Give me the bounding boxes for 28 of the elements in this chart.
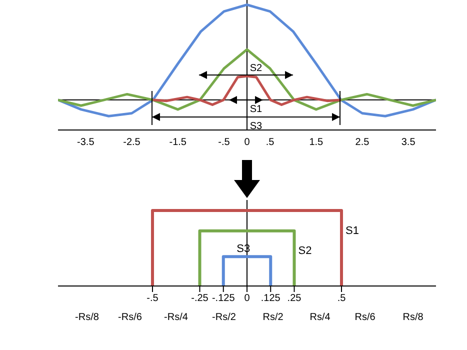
x-tick-label: -.5 — [218, 137, 230, 148]
text: Rs/6 — [354, 312, 376, 323]
annotation: S2 — [250, 63, 263, 74]
x-tick-label: 0 — [244, 293, 250, 304]
x-tick-label: .5 — [337, 293, 346, 304]
x-tick-label: .5 — [266, 137, 275, 148]
x-tick-label: .25 — [287, 293, 302, 304]
x-tick-label: -.125 — [212, 293, 236, 304]
x-tick-label: 3.5 — [401, 137, 416, 148]
text: Rs/2 — [262, 312, 284, 323]
text: Rs/4 — [308, 312, 332, 323]
text: -Rs/4 — [163, 312, 189, 323]
x-tick-label: 1.5 — [309, 137, 324, 148]
x-tick-label: 0 — [244, 137, 250, 148]
x-tick-label: -1.5 — [169, 137, 187, 148]
x-tick-label: -.25 — [191, 293, 209, 304]
text: Rs/8 — [402, 312, 424, 323]
x-tick-label: -3.5 — [77, 137, 95, 148]
text: -Rs/6 — [117, 312, 143, 323]
text: -Rs/2 — [211, 312, 237, 323]
series-label: S2 — [298, 244, 312, 257]
x-tick-label: .125 — [260, 293, 281, 304]
series-label: S1 — [346, 224, 359, 237]
x-tick-label: -2.5 — [123, 137, 141, 148]
annotation: S1 — [250, 104, 263, 115]
x-tick-label: -.5 — [146, 293, 159, 304]
x-tick-label: 2.5 — [355, 137, 370, 148]
text: -Rs/8 — [74, 312, 100, 323]
